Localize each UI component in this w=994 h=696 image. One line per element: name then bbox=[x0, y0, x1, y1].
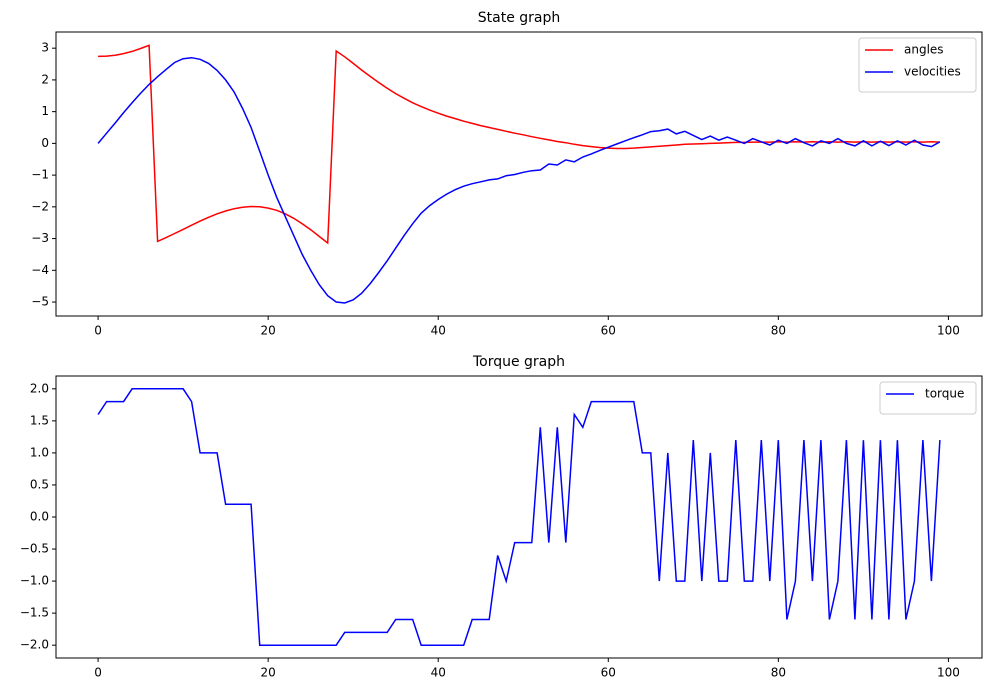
axes-frame bbox=[55, 375, 983, 659]
x-tick-label: 80 bbox=[771, 666, 786, 680]
y-tick-label: 1.0 bbox=[30, 445, 49, 459]
y-tick-label: −0.5 bbox=[20, 542, 49, 556]
x-tick-label: 60 bbox=[601, 324, 616, 338]
x-tick-label: 40 bbox=[431, 324, 446, 338]
legend-box bbox=[858, 37, 977, 93]
x-tick-label: 100 bbox=[937, 324, 960, 338]
y-tick-label: −1 bbox=[31, 168, 49, 182]
x-tick-label: 80 bbox=[771, 324, 786, 338]
axes-frame bbox=[55, 31, 983, 317]
legend-label: velocities bbox=[904, 65, 961, 79]
y-tick-label: −1.5 bbox=[20, 606, 49, 620]
chart-title: State graph bbox=[478, 10, 561, 26]
y-tick-label: −2.0 bbox=[20, 638, 49, 652]
x-tick-label: 20 bbox=[261, 324, 276, 338]
chart-title: Torque graph bbox=[472, 354, 565, 370]
y-tick-label: 2.0 bbox=[30, 381, 49, 395]
x-tick-label: 0 bbox=[94, 666, 102, 680]
y-tick-label: −1.0 bbox=[20, 574, 49, 588]
legend-box bbox=[879, 381, 977, 415]
y-tick-label: 2 bbox=[41, 72, 49, 86]
y-tick-label: −2 bbox=[31, 199, 49, 213]
y-tick-label: 1.5 bbox=[30, 413, 49, 427]
y-tick-label: 3 bbox=[41, 41, 49, 55]
x-tick-label: 20 bbox=[261, 666, 276, 680]
x-tick-label: 0 bbox=[94, 324, 102, 338]
y-tick-label: 0 bbox=[41, 136, 49, 150]
data-line bbox=[97, 388, 941, 646]
y-tick-label: 1 bbox=[41, 104, 49, 118]
y-tick-label: −3 bbox=[31, 231, 49, 245]
data-line bbox=[98, 44, 940, 245]
y-tick-label: 0.5 bbox=[30, 477, 49, 491]
x-tick-label: 100 bbox=[937, 666, 960, 680]
data-line bbox=[97, 56, 941, 304]
x-tick-label: 60 bbox=[601, 666, 616, 680]
y-tick-label: −5 bbox=[31, 295, 49, 309]
x-tick-label: 40 bbox=[431, 666, 446, 680]
y-tick-label: 0.0 bbox=[30, 510, 49, 524]
legend-label: torque bbox=[925, 387, 964, 401]
legend-label: angles bbox=[904, 43, 944, 57]
y-tick-label: −4 bbox=[31, 263, 49, 277]
